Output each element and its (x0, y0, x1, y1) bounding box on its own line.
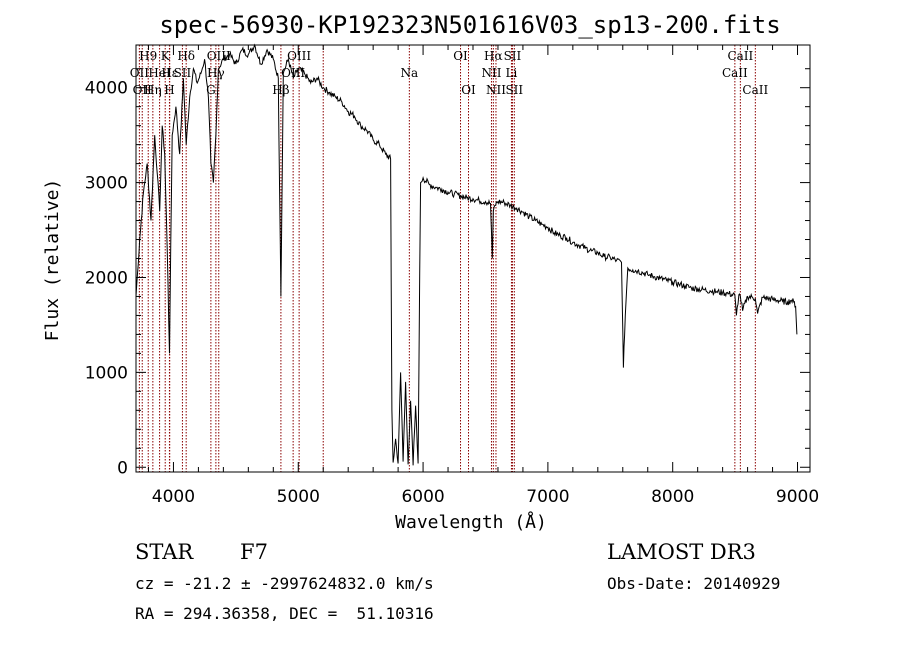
x-tick-label: 5000 (277, 487, 320, 507)
spectral-line-label: Na (401, 66, 419, 80)
spectral-line-label: Hβ (272, 83, 289, 97)
spectral-line-label: NII (481, 66, 501, 80)
y-tick-label: 1000 (85, 363, 128, 383)
chart-title: spec-56930-KP192323N501616V03_sp13-200.f… (159, 11, 780, 39)
spectral-line-label: CaII (727, 49, 753, 63)
x-tick-label: 6000 (401, 487, 444, 507)
obs-date-text: Obs-Date: 20140929 (607, 574, 781, 593)
spectral-line-label: Hη (144, 83, 162, 97)
y-axis-label: Flux (relative) (42, 179, 63, 342)
spectral-line-label: Hδ (177, 49, 195, 63)
spectral-line-label: CaII (742, 83, 768, 97)
spectral-line-label: SII (505, 83, 523, 97)
x-tick-label: 8000 (651, 487, 694, 507)
spectral-line-label: Hα (484, 49, 503, 63)
redshift-text: cz = -21.2 ± -2997624832.0 km/s (135, 574, 434, 593)
spectral-line-label: OII (133, 83, 153, 97)
coordinates-text: RA = 294.36358, DEC = 51.10316 (135, 604, 434, 623)
spectral-line-label: Hε (161, 66, 178, 80)
spectral-line-label: OIII (281, 66, 305, 80)
y-tick-label: 2000 (85, 268, 128, 288)
y-tick-label: 4000 (85, 79, 128, 99)
object-class: STAR (135, 540, 194, 564)
spectral-line-label: HeI (148, 66, 171, 80)
plot-frame (135, 44, 811, 473)
object-subclass: F7 (240, 540, 268, 564)
spectral-line-label: K (161, 49, 171, 63)
spectral-line-label: SII (174, 66, 192, 80)
x-tick-label: 4000 (152, 487, 195, 507)
y-tick-label: 3000 (85, 174, 128, 194)
spectral-line-label: Li (506, 66, 518, 80)
spectral-line-label: SII (504, 49, 522, 63)
spectral-line-label: OI (453, 49, 468, 63)
x-tick-label: 9000 (776, 487, 819, 507)
x-axis-label: Wavelength (Å) (395, 511, 547, 533)
spectral-line-label: OIII (287, 49, 311, 63)
y-tick-label: 0 (117, 458, 128, 478)
spectral-line-label: OII (130, 66, 150, 80)
spectral-line-label: OIII (207, 49, 231, 63)
spectral-line-label: G (206, 83, 216, 97)
spectral-line-label: CaII (722, 66, 748, 80)
spectral-line-label: H (164, 83, 174, 97)
spectral-line-label: Hγ (207, 66, 225, 80)
spectral-line-label: H9 (139, 49, 157, 63)
x-tick-label: 7000 (526, 487, 569, 507)
spectral-line-label: OI (461, 83, 476, 97)
spectral-line-label: NII (486, 83, 506, 97)
spectrum-series-line (135, 43, 798, 466)
survey-name: LAMOST DR3 (607, 540, 756, 564)
